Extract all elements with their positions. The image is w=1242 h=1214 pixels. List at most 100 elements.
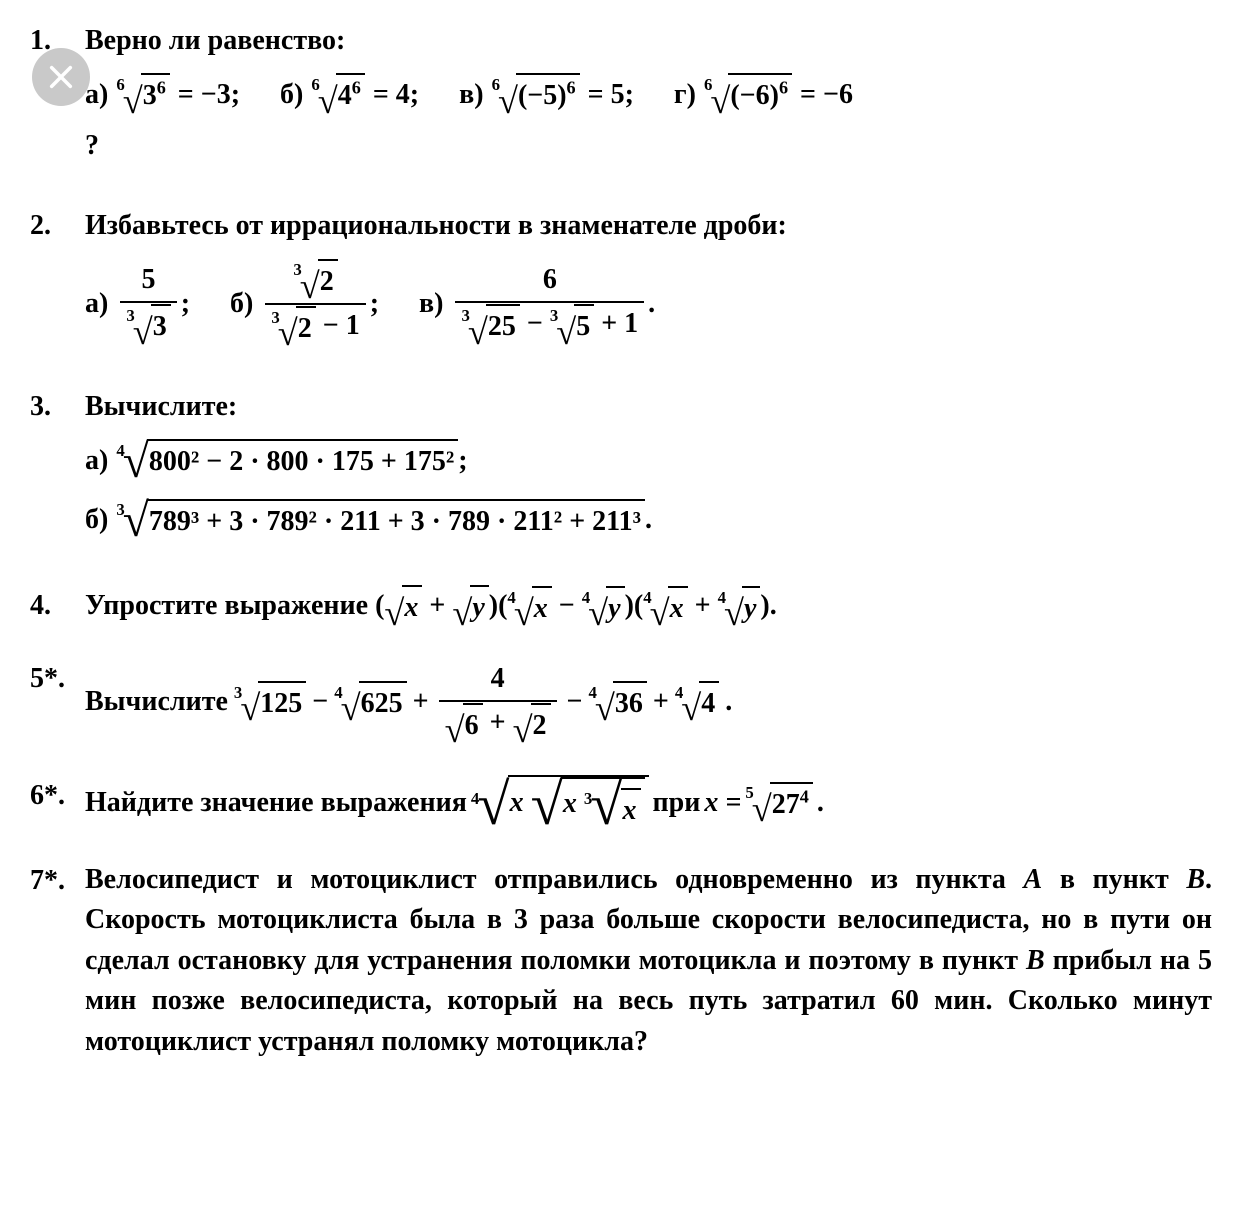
radicand: 4 [699, 681, 719, 725]
minus-term: 1 [346, 310, 360, 341]
close-icon[interactable] [32, 48, 90, 106]
radical-inner: 3 √ x [584, 779, 641, 832]
radical: 6 √ 36 [116, 72, 169, 117]
exponent: 6 [157, 78, 166, 98]
radicand: 125 [258, 681, 306, 725]
radicand: x [668, 586, 688, 630]
radical: 4 √ 800² − 2 · 800 · 175 + 175² [116, 438, 458, 483]
fraction: 4 √6 + √2 [439, 658, 557, 747]
radicand: (−5)6 [516, 73, 580, 117]
radical-outer: 4 √ x √ x 3 √ x [471, 775, 649, 832]
radical: 5 √ 274 [745, 780, 812, 825]
radical: √6 [445, 703, 483, 747]
var-x: x [534, 593, 548, 624]
part-2a: а) 5 3 √ 3 ; [85, 259, 190, 348]
plus-term: 1 [624, 308, 638, 339]
problem-number: 6*. [30, 775, 85, 817]
radical: 4√x [643, 585, 687, 630]
problem-4: 4. Упростите выражение (√x + √y)(4√x − 4… [30, 585, 1212, 630]
radical: 4√36 [589, 680, 647, 725]
radical-sign: √ [477, 779, 509, 832]
radical: 6 √ (−5)6 [492, 72, 580, 117]
base: (−5) [518, 80, 567, 111]
problem-stem-trail: ? [85, 125, 1212, 167]
tail: . [725, 681, 732, 723]
radical-sign: √ [133, 316, 153, 349]
var-y: y [472, 592, 484, 623]
radical-sign: √ [514, 597, 534, 630]
problem-1-parts: а) 6 √ 36 = −3; б) 6 √ 46 = 4; [85, 72, 1212, 117]
equation-rhs: = 4; [373, 74, 419, 116]
numerator: 5 [136, 259, 162, 301]
radicand: 800² − 2 · 800 · 175 + 175² [147, 439, 458, 483]
base: (−6) [730, 80, 779, 111]
radical: 3 √ 2 [293, 257, 337, 302]
denominator: 3 √ 2 − 1 [265, 303, 365, 350]
numerator: 6 [537, 259, 563, 301]
radical-sign: √ [556, 316, 576, 349]
problem-1: 1. Верно ли равенство: а) 6 √ 36 = −3; б… [30, 20, 1212, 177]
part-2b: б) 3 √ 2 3 √ 2 − 1 [230, 257, 379, 350]
tail: ; [458, 440, 467, 482]
problem-5: 5*. Вычислите 3√125 − 4√625 + 4 √6 + √2 … [30, 658, 1212, 747]
radical-sign: √ [123, 441, 149, 484]
radicand: x [621, 788, 641, 832]
radical-sign: √ [595, 692, 615, 725]
radical-sign: √ [123, 500, 149, 543]
operator: + [653, 681, 669, 723]
radicand: 2 [318, 259, 338, 303]
radicand: y [470, 585, 488, 629]
problem-stem: Вычислите: [85, 386, 1212, 428]
problem-7: 7*. Велосипедист и мотоциклист отправили… [30, 860, 1212, 1063]
tail: . [817, 782, 824, 824]
part-label: в) [459, 74, 483, 116]
radicand: 25 [486, 304, 520, 348]
radical-sign: √ [588, 597, 608, 630]
part-3a: а) 4 √ 800² − 2 · 800 · 175 + 175² ; [85, 438, 1212, 483]
part-label: б) [230, 283, 253, 325]
radical-sign: √ [123, 85, 143, 118]
radical-sign: √ [240, 692, 260, 725]
radicand: 3 [151, 304, 171, 348]
radicand: y [742, 586, 760, 630]
problem-5-body: Вычислите 3√125 − 4√625 + 4 √6 + √2 − 4√… [85, 658, 1212, 747]
radicand: x [532, 586, 552, 630]
base: 4 [338, 80, 352, 111]
base: 27 [772, 789, 800, 820]
var-y: y [744, 593, 756, 624]
radical-sign: √ [384, 597, 404, 630]
part-1b: б) 6 √ 46 = 4; [280, 72, 419, 117]
eq-lhs: x = [704, 787, 741, 818]
radical: 3 √ 3 [126, 303, 170, 348]
var-x: x [623, 795, 637, 826]
radical-sign: √ [452, 597, 472, 630]
at-text: при [653, 782, 701, 824]
part-label: в) [419, 283, 443, 325]
var-y: y [608, 593, 620, 624]
exponent: 6 [567, 78, 576, 98]
radical: √2 [513, 703, 551, 747]
exponent: 6 [352, 78, 361, 98]
problem-number: 2. [30, 205, 85, 247]
radical-mid: √ x 3 √ x [531, 777, 645, 832]
var-x: x [563, 788, 577, 819]
radical-sign: √ [513, 714, 533, 747]
problem-7-text: Велосипедист и мотоциклист отправились о… [85, 860, 1212, 1063]
tail: ; [181, 283, 190, 325]
radicand: 625 [359, 681, 407, 725]
tail: . [770, 590, 777, 621]
radical-sign: √ [468, 316, 488, 349]
radicand: 2 [296, 306, 316, 350]
radical: 3 √ 789³ + 3 · 789² · 211 + 3 · 789 · 21… [116, 497, 645, 542]
var-x: x [510, 787, 524, 818]
stem-text: Вычислите [85, 681, 228, 723]
denominator: √6 + √2 [439, 700, 557, 747]
problem-stem: Верно ли равенство: [85, 20, 1212, 62]
radical-sign: √ [318, 85, 338, 118]
denominator: 3 √ 25 − 3 √ 5 + 1 [455, 301, 644, 348]
radical: 4√y [582, 585, 625, 630]
radical: 3 √ 2 [271, 305, 315, 350]
radical-sign: √ [445, 714, 465, 747]
equation-rhs: = 5; [588, 74, 634, 116]
problem-2-parts: а) 5 3 √ 3 ; б) [85, 257, 1212, 350]
